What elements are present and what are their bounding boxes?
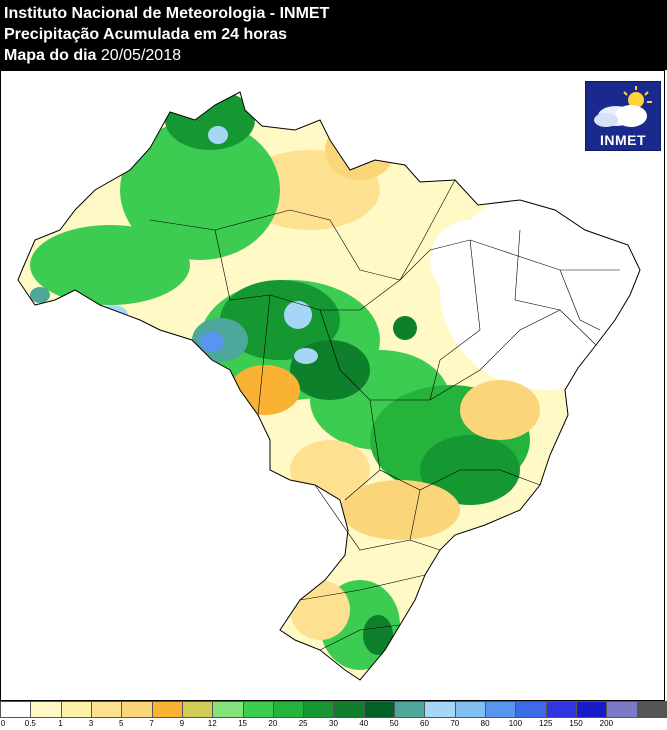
legend-tick-label: 0.5	[24, 719, 36, 728]
legend-tick-label: 5	[119, 719, 124, 728]
institution-title: Instituto Nacional de Meteorologia - INM…	[4, 5, 330, 22]
precipitation-legend: 0 0.5 1 3 5 7 9 12 15 20 25 30 40 50 60 70 80 100 125 150 20…	[0, 701, 667, 730]
legend-tick-label: 7	[149, 719, 154, 728]
legend-swatch	[151, 701, 183, 718]
map-date: 20/05/2018	[100, 47, 181, 64]
legend-swatch	[454, 701, 487, 718]
map-subtitle: Precipitação Acumulada em 24 horas	[4, 26, 288, 43]
legend-tick-label: 40	[359, 719, 369, 728]
legend-swatch	[485, 701, 517, 718]
legend-tick-label: 125	[539, 719, 553, 728]
legend-swatch	[30, 701, 62, 718]
precipitation-map	[17, 91, 641, 681]
sun-cloud-icon	[594, 86, 652, 127]
legend-tick-label: 50	[389, 719, 399, 728]
map-date-line: Mapa do dia 20/05/2018	[4, 45, 667, 66]
legend-tick-label: 150	[569, 719, 583, 728]
legend-swatch	[303, 701, 335, 718]
legend-swatch	[576, 701, 608, 718]
legend-swatch	[515, 701, 547, 718]
legend-swatch	[181, 701, 214, 718]
legend-tick-label: 200	[599, 719, 614, 728]
legend-tick-label: 12	[207, 719, 217, 728]
state-borders	[149, 179, 620, 651]
legend-swatch	[242, 701, 274, 718]
legend-swatch	[90, 701, 123, 718]
logo-text: INMET	[599, 132, 647, 148]
legend-tick-label: 60	[420, 719, 429, 728]
legend-tick-label: 0	[0, 719, 6, 728]
legend-swatch	[606, 701, 638, 718]
legend-tick-label: 9	[179, 719, 185, 728]
legend-tick-label: 25	[298, 719, 308, 728]
legend-tick-label: 100	[508, 719, 523, 728]
legend-swatch	[394, 701, 426, 718]
legend-tick-label: 30	[329, 719, 338, 728]
legend-tick-label: 20	[268, 719, 278, 728]
legend-tick-label: 1	[58, 719, 63, 728]
inmet-logo: INMET	[585, 81, 661, 151]
map-date-label: Mapa do dia	[4, 47, 101, 64]
legend-swatch	[272, 701, 305, 718]
legend-swatch	[121, 701, 153, 718]
legend-tick-label: 80	[480, 719, 490, 728]
legend-swatch	[545, 701, 578, 718]
legend-swatch	[636, 701, 667, 718]
legend-swatch	[333, 701, 365, 718]
legend-tick-label: 3	[88, 719, 94, 728]
legend-swatch	[363, 701, 396, 718]
legend-swatch	[424, 701, 456, 718]
legend-tick-label: 70	[450, 719, 460, 728]
legend-swatch	[212, 701, 244, 718]
legend-swatch	[60, 701, 92, 718]
legend-tick-label: 15	[238, 719, 247, 728]
legend-swatch	[0, 701, 32, 718]
brazil-outline	[17, 91, 641, 681]
map-header: Instituto Nacional de Meteorologia - INM…	[0, 0, 667, 70]
precip-field	[18, 92, 640, 680]
